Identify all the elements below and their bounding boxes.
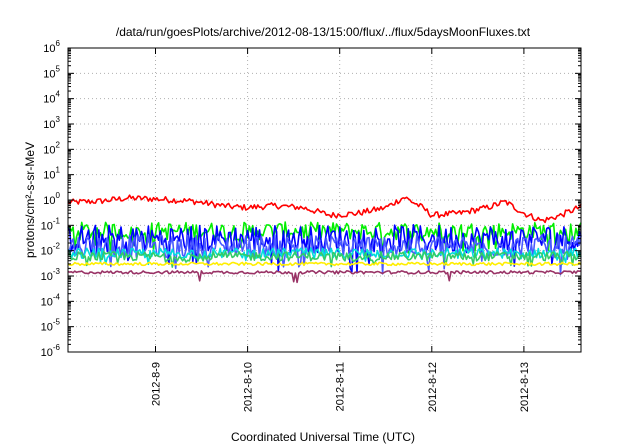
ticks: 106 105 104 103 102 101 100 10-1 10-2 10-3 10-4 10-… bbox=[41, 39, 581, 412]
y-tick-label: 10-6 bbox=[41, 343, 61, 359]
y-tick-label: 104 bbox=[43, 90, 60, 106]
grid bbox=[68, 48, 581, 352]
y-tick-label: 10-1 bbox=[41, 216, 61, 232]
y-tick-label: 106 bbox=[43, 39, 60, 55]
series-layer bbox=[67, 194, 582, 284]
y-axis-label: protons/cm²-s-sr-MeV bbox=[23, 142, 37, 258]
y-tick-label: 10-2 bbox=[41, 242, 61, 258]
y-tick-label: 105 bbox=[43, 64, 60, 80]
series-line bbox=[67, 261, 582, 267]
x-tick-label: 2012-8-13 bbox=[519, 362, 531, 412]
x-axis-label: Coordinated Universal Time (UTC) bbox=[231, 430, 415, 444]
y-tick-label: 101 bbox=[43, 166, 60, 182]
y-tick-label: 10-3 bbox=[41, 267, 61, 283]
y-tick-label: 10-4 bbox=[41, 292, 61, 308]
x-tick-label: 2012-8-9 bbox=[150, 362, 162, 406]
x-tick-label: 2012-8-10 bbox=[243, 362, 255, 412]
y-tick-label: 10-5 bbox=[41, 318, 61, 334]
y-tick-label: 102 bbox=[43, 140, 60, 156]
series-line bbox=[67, 224, 582, 274]
x-tick-label: 2012-8-12 bbox=[427, 362, 439, 412]
series-line bbox=[67, 251, 582, 268]
y-tick-label: 100 bbox=[43, 191, 60, 207]
y-tick-label: 103 bbox=[43, 115, 60, 131]
series-line bbox=[67, 270, 582, 284]
chart-title: /data/run/goesPlots/archive/2012-08-13/1… bbox=[116, 25, 531, 39]
series-line bbox=[67, 194, 582, 224]
x-tick-label: 2012-8-11 bbox=[335, 362, 347, 411]
